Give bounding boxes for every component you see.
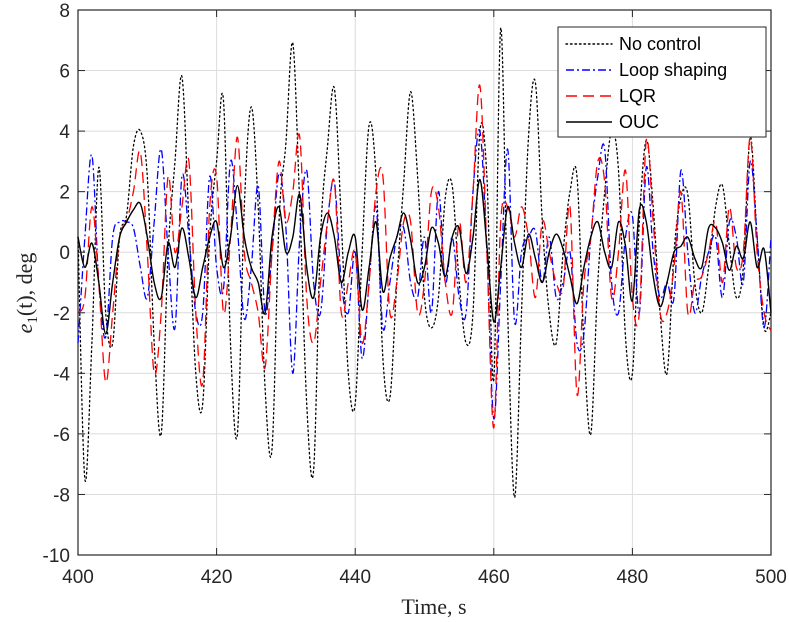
y-tick-label: -8 — [53, 485, 70, 506]
series-line-lqr — [77, 84, 772, 429]
y-tick-label: 2 — [59, 183, 70, 204]
y-tick-label: 4 — [59, 122, 70, 143]
x-tick-label: 460 — [478, 567, 510, 588]
x-tick-label: 400 — [62, 567, 94, 588]
legend-box — [557, 26, 767, 138]
y-axis-title: e1(t), deg — [12, 253, 41, 334]
series-line-ouc — [77, 178, 772, 335]
y-tick-label: 8 — [59, 1, 70, 22]
legend-label-ouc: OUC — [619, 112, 659, 132]
x-tick-label: 420 — [201, 567, 233, 588]
y-axis-title-sub: 1 — [25, 316, 41, 324]
axis-ticks: 400 420 440 460 480 500 -10 -8 -6 -4 -2 0 2 4 6 8 — [43, 1, 787, 588]
y-axis-title-var: e — [12, 323, 37, 333]
x-tick-label: 500 — [755, 567, 787, 588]
grid — [77, 9, 772, 556]
legend-label-lqr: LQR — [619, 86, 656, 106]
y-axis-title-rest: (t), deg — [12, 253, 37, 317]
x-axis-title: Time, s — [401, 594, 466, 619]
series-line-no-control — [77, 27, 772, 499]
legend-label-no-control: No control — [619, 34, 701, 54]
plot-frame — [77, 9, 772, 556]
y-tick-label: -6 — [53, 425, 70, 446]
legend-label-loop-shaping: Loop shaping — [619, 60, 727, 80]
series-group — [77, 27, 772, 499]
legend: No control Loop shaping LQR OUC — [557, 26, 767, 138]
y-tick-label: 0 — [59, 243, 70, 264]
y-tick-label: -10 — [43, 546, 70, 567]
x-tick-label: 480 — [617, 567, 649, 588]
x-tick-label: 440 — [339, 567, 371, 588]
series-line-loop-shaping — [77, 128, 772, 420]
y-tick-label: 6 — [59, 62, 70, 83]
y-tick-label: -2 — [53, 304, 70, 325]
y-tick-label: -4 — [53, 364, 70, 385]
